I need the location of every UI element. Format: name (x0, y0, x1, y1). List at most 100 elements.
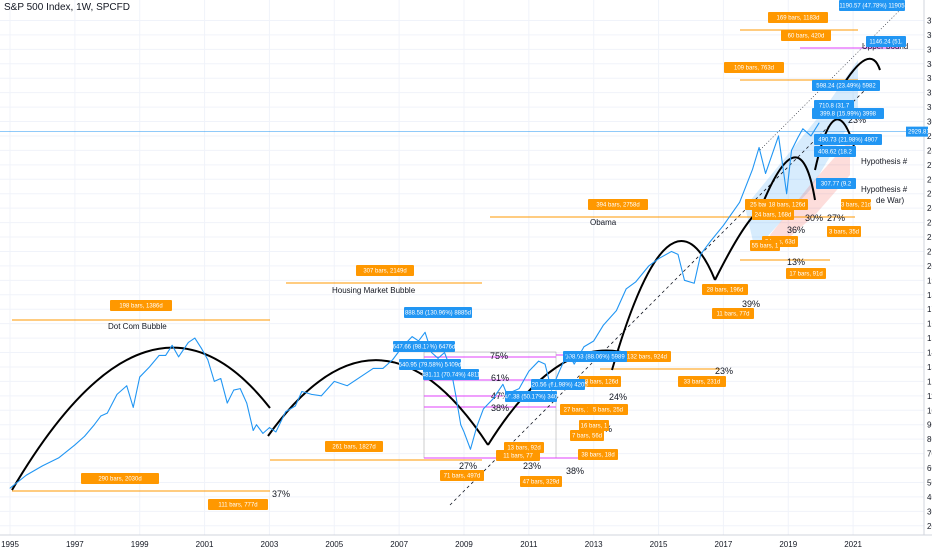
bars-range-chip (325, 441, 383, 452)
price-tag-label: 2929.81 (908, 130, 930, 136)
y-tick-label: 2100.00 (927, 247, 932, 256)
y-axis: 200.00 300.00 400.00 500.00 600.00 700.00 800.… (906, 0, 932, 535)
bars-range-text: 290 bars, 2030d (98, 477, 141, 483)
price-range-text: 540.95 (79.58%) 5409d (399, 363, 462, 369)
bars-range-label: 261 bars, 1827d (325, 441, 383, 452)
price-range-chip (423, 369, 479, 380)
y-tick-label: 3400.00 (927, 60, 932, 69)
annotation-layer[interactable]: 37%27%23%38%75%61%47%38%24%38%23%39%13%3… (11, 0, 908, 510)
series-point (93, 424, 95, 426)
series-point (557, 373, 559, 375)
bars-range-text: 111 bars, 777d (218, 503, 257, 509)
price-range-text: 481.11 (70.74%) 4811 (422, 373, 481, 379)
x-tick-label: 2019 (779, 540, 797, 549)
series-point (635, 281, 637, 283)
bars-range-chip (520, 476, 562, 487)
series-point (752, 168, 753, 170)
y-tick-label: 800.00 (927, 435, 932, 444)
series-point (778, 135, 779, 137)
bars-range-chip (560, 404, 594, 415)
bars-range-text: 132 bars, 924d (627, 355, 667, 361)
y-tick-label: 2000.00 (927, 262, 932, 271)
series-point (269, 427, 270, 428)
series-point (551, 389, 552, 391)
orange-chips: 290 bars, 2030d 111 bars, 777d 198 bars, 1… (81, 12, 871, 510)
x-tick-label: 2011 (520, 540, 538, 549)
bars-range-text: 11 bars, 77d (717, 312, 750, 318)
series-point (544, 363, 546, 365)
x-tick-label: 2021 (844, 540, 862, 549)
series-point (671, 251, 672, 252)
series-point (483, 408, 484, 410)
series-point (615, 310, 617, 312)
series-point (758, 147, 760, 148)
series-point (116, 393, 118, 395)
bars-range-chip (827, 226, 861, 237)
series-point (450, 369, 452, 371)
bars-range-label: 24 bars, 168d (752, 209, 794, 220)
series-point (382, 368, 384, 369)
x-tick-label: 2013 (585, 540, 603, 549)
series-point (359, 376, 361, 378)
series-point (139, 376, 141, 378)
series-point (200, 347, 202, 349)
series-point (460, 424, 462, 426)
price-range-chip (866, 36, 906, 47)
bars-range-label: 13 bars, 92d (504, 442, 544, 453)
bars-range-text: 307 bars, 2149d (363, 269, 406, 275)
dotted-trend-b (759, 4, 906, 151)
series-point (786, 193, 788, 195)
chart-title: S&P 500 Index, 1W, SPCFD (4, 2, 130, 13)
series-point (492, 398, 494, 400)
bars-range-text: 5 bars, 25d (593, 408, 623, 414)
series-point (106, 412, 108, 414)
series-point (512, 391, 514, 392)
x-tick-label: 2003 (261, 540, 279, 549)
series-point (401, 346, 403, 348)
price-range-text: 888.58 (130.96%) 8885d (405, 311, 471, 317)
bars-range-text: 7 bars, 56d (572, 434, 602, 440)
annotation-note: Hypothesis # (861, 157, 908, 166)
series-point (444, 352, 445, 353)
x-tick-label: 2017 (715, 540, 733, 549)
y-tick-label: 500.00 (927, 478, 932, 487)
bars-range-label: 111 bars, 777d (208, 499, 268, 510)
y-tick-label: 600.00 (927, 464, 932, 473)
price-range-label: 340.38 (50.17%) 3403 (501, 391, 561, 402)
series-point (301, 391, 303, 392)
annotation-note: Housing Market Bubble (332, 286, 416, 295)
series-point (126, 385, 128, 387)
percent-label: 75% (490, 351, 508, 361)
bars-range-label: 109 bars, 763d (724, 62, 784, 73)
bars-range-label: 18 bars, 126d (579, 376, 621, 387)
y-tick-label: 3600.00 (927, 31, 932, 40)
bars-range-label: 3 bars, 35d (827, 226, 861, 237)
y-tick-label: 200.00 (927, 522, 932, 531)
series-point (418, 340, 419, 342)
price-range-chip (816, 178, 856, 189)
series-point (463, 431, 465, 433)
price-range-chip (531, 379, 585, 390)
x-tick-label: 2005 (325, 540, 343, 549)
y-tick-label: 1000.00 (927, 406, 932, 415)
bars-range-label: 55 bars, 1 (750, 240, 780, 251)
bars-range-chip (781, 30, 831, 41)
price-range-chip (505, 391, 557, 402)
bars-range-label: 28 bars, 196d (702, 284, 748, 295)
series-layer (9, 122, 820, 489)
bars-range-label: 71 bars, 497d (440, 470, 484, 481)
series-point (165, 355, 167, 356)
y-tick-label: 3000.00 (927, 118, 932, 127)
price-range-label: 598.24 (23.49%) 5982 (812, 80, 880, 91)
annotation-note: Obama (590, 218, 617, 227)
y-tick-label: 1300.00 (927, 363, 932, 372)
price-range-text: 490.73 (21.98%) 4907 (818, 138, 878, 144)
bars-range-label: 169 bars, 1183d (768, 12, 828, 23)
bars-range-chip (712, 308, 754, 319)
series-point (158, 355, 160, 356)
series-point (593, 340, 595, 342)
percent-label: 37% (272, 489, 290, 499)
bars-range-chip (724, 62, 784, 73)
